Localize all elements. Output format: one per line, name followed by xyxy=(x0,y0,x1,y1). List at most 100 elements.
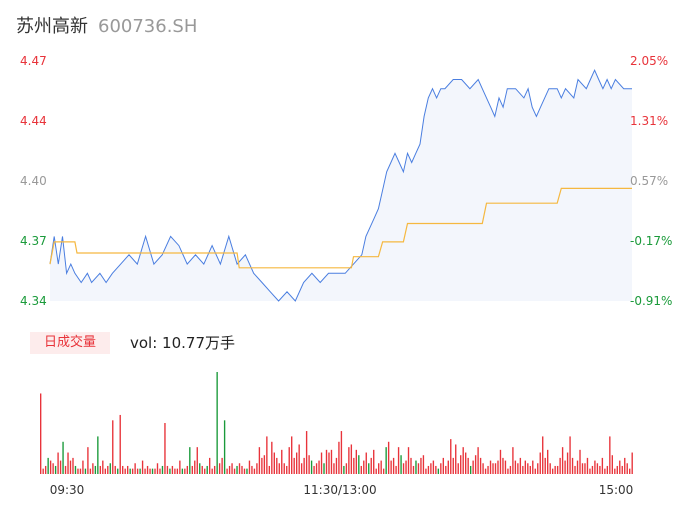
volume-bar xyxy=(236,465,238,474)
volume-bar xyxy=(504,460,507,474)
volume-bar xyxy=(109,463,111,474)
volume-bar xyxy=(378,463,380,474)
volume-bar xyxy=(92,463,94,474)
volume-bar xyxy=(114,465,116,474)
volume-bar xyxy=(263,455,266,474)
volume-bar xyxy=(40,393,42,474)
volume-bar xyxy=(248,460,251,474)
volume-bar xyxy=(519,457,522,474)
volume-bar xyxy=(295,452,298,474)
y-tick-left: 4.44 xyxy=(20,114,47,128)
volume-bar xyxy=(589,468,591,474)
volume-bar xyxy=(273,452,275,474)
volume-bar xyxy=(604,468,606,474)
volume-bar xyxy=(539,452,541,474)
volume-bar xyxy=(305,431,308,474)
volume-bar xyxy=(99,465,102,474)
volume-bar xyxy=(184,468,186,474)
y-tick-right: -0.91% xyxy=(630,294,672,308)
volume-bar xyxy=(382,468,385,474)
volume-bar xyxy=(380,460,382,474)
stock-code: 600736.SH xyxy=(98,16,198,37)
volume-bar xyxy=(455,444,457,474)
volume-bar xyxy=(462,447,464,474)
volume-bar xyxy=(204,468,206,474)
volume-bar xyxy=(102,460,104,474)
volume-bar xyxy=(624,457,626,474)
volume-bar xyxy=(87,447,89,474)
volume-bar xyxy=(278,463,280,474)
volume-bar xyxy=(363,460,365,474)
volume-bar xyxy=(340,431,343,474)
volume-bar xyxy=(412,465,415,474)
volume-bar xyxy=(199,463,201,474)
volume-bar xyxy=(131,468,134,474)
volume-bar xyxy=(77,468,79,474)
volume-bar xyxy=(104,468,106,474)
volume-bar xyxy=(211,468,213,474)
volume-bar xyxy=(258,447,261,474)
volume-bar xyxy=(457,463,459,474)
volume-bar xyxy=(427,465,430,474)
volume-bar xyxy=(79,468,82,474)
volume-bar xyxy=(82,460,84,474)
volume-bar xyxy=(569,436,571,474)
volume-bar xyxy=(293,457,295,474)
volume-bar xyxy=(335,457,338,474)
volume-bar xyxy=(276,457,278,474)
volume-bar xyxy=(59,460,62,474)
volume-bar xyxy=(62,441,64,474)
volume-bar xyxy=(430,463,432,474)
volume-bar xyxy=(576,460,579,474)
volume-bar xyxy=(134,463,136,474)
volume-bar xyxy=(512,447,514,474)
volume-tab[interactable]: 日成交量 xyxy=(30,332,110,354)
volume-bar xyxy=(57,452,59,474)
volume-bar xyxy=(450,439,452,474)
volume-bar xyxy=(355,449,358,474)
volume-bar xyxy=(368,463,370,474)
volume-bar xyxy=(631,452,633,474)
volume-bar xyxy=(544,457,546,474)
volume-bar xyxy=(432,460,435,474)
volume-bar xyxy=(358,455,360,474)
volume-bar xyxy=(494,463,497,474)
volume-bar xyxy=(417,463,420,474)
volume-bar xyxy=(601,457,604,474)
volume-bar xyxy=(420,457,422,474)
y-tick-left: 4.34 xyxy=(20,294,47,308)
volume-bar xyxy=(467,457,469,474)
volume-bar xyxy=(619,460,621,474)
volume-bar xyxy=(584,463,586,474)
volume-bar xyxy=(445,465,447,474)
volume-bar xyxy=(54,465,57,474)
volume-bar xyxy=(330,449,333,474)
volume-bar xyxy=(574,465,576,474)
volume-bar xyxy=(621,465,623,474)
volume-bar xyxy=(437,468,440,474)
volume-bar xyxy=(206,465,208,474)
volume-bar xyxy=(469,465,472,474)
volume-bar xyxy=(564,460,566,474)
volume-bar xyxy=(213,465,216,474)
y-axis-left: 4.47 4.44 4.40 4.37 4.34 xyxy=(20,54,47,308)
volume-bar xyxy=(151,468,154,474)
volume-bar xyxy=(159,468,161,474)
y-tick-right: 0.57% xyxy=(630,174,668,188)
volume-bar xyxy=(256,463,258,474)
volume-bar xyxy=(397,447,400,474)
volume-bar xyxy=(281,449,283,474)
volume-summary: vol: 10.77万手 xyxy=(130,334,235,352)
volume-bar xyxy=(609,436,611,474)
volume-bar xyxy=(286,465,288,474)
volume-bar xyxy=(390,460,392,474)
volume-bar xyxy=(387,441,390,474)
volume-bar xyxy=(171,465,174,474)
volume-bar xyxy=(218,463,221,474)
volume-bar xyxy=(489,460,492,474)
volume-bar xyxy=(581,463,584,474)
volume-bar xyxy=(238,463,241,474)
volume-bar xyxy=(452,457,454,474)
volume-bar xyxy=(89,468,92,474)
volume-bar xyxy=(191,465,193,474)
